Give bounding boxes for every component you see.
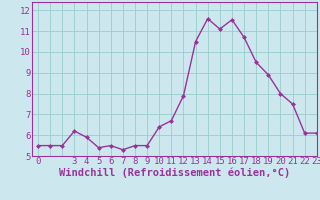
X-axis label: Windchill (Refroidissement éolien,°C): Windchill (Refroidissement éolien,°C): [59, 168, 290, 178]
